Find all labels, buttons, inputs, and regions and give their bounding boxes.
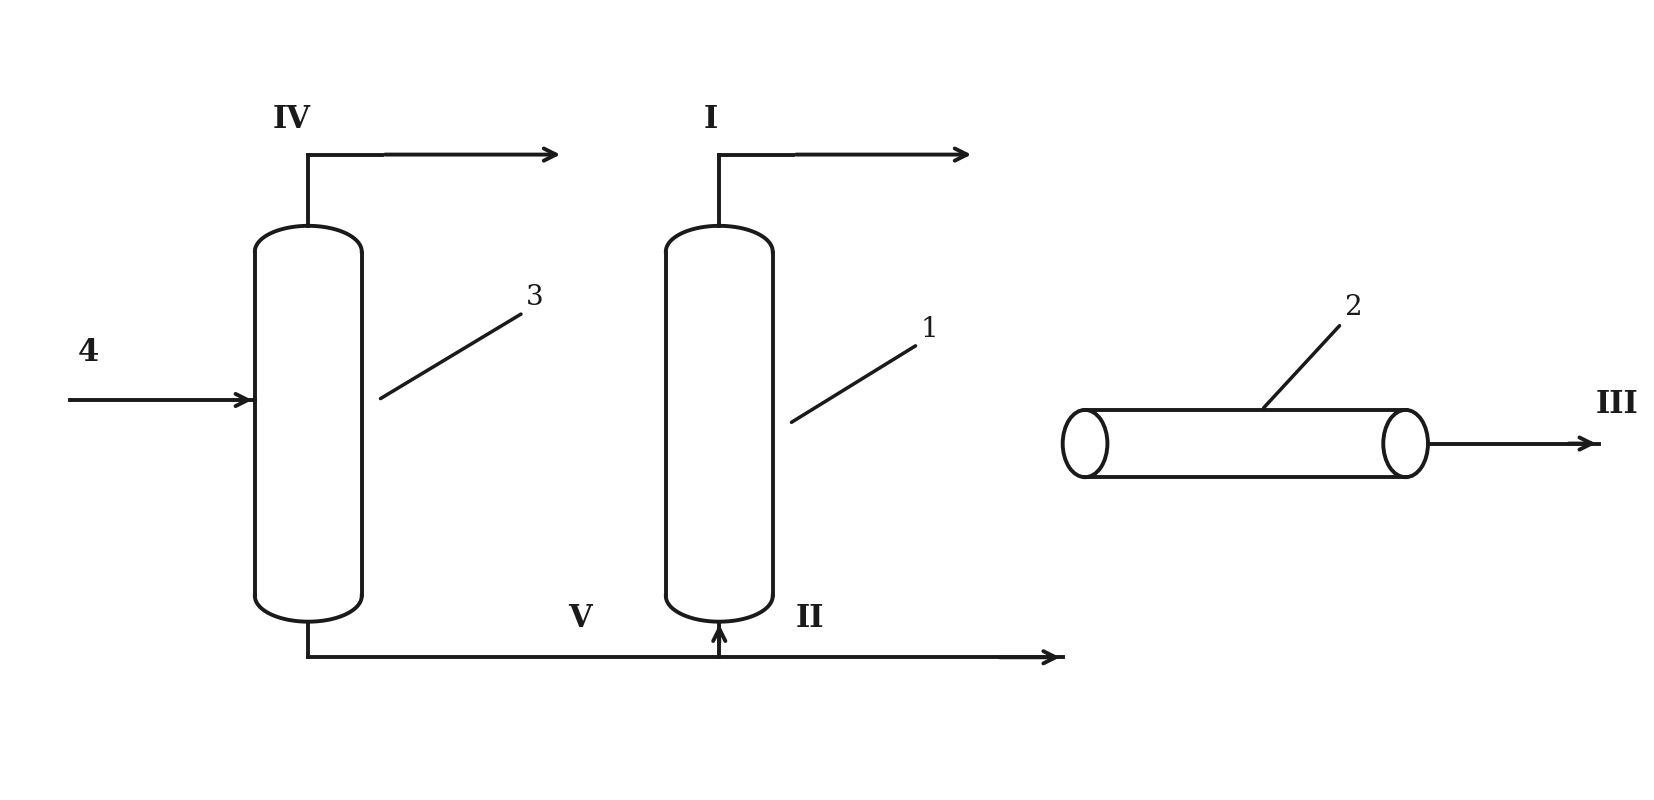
Text: II: II xyxy=(796,602,824,634)
Text: IV: IV xyxy=(273,104,311,134)
Text: 3: 3 xyxy=(380,284,544,398)
Text: 4: 4 xyxy=(78,338,99,368)
Text: 2: 2 xyxy=(1264,294,1361,408)
Text: 1: 1 xyxy=(792,316,938,422)
Text: III: III xyxy=(1596,389,1637,420)
Text: V: V xyxy=(567,602,592,634)
Text: I: I xyxy=(705,104,718,134)
